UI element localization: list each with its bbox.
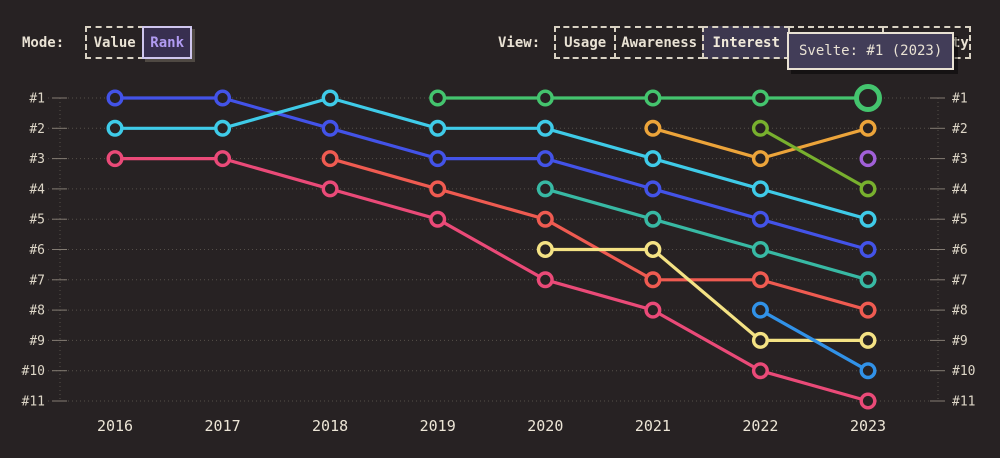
rank-label-left: #4	[29, 182, 45, 197]
Svelte-point-2019[interactable]	[429, 89, 447, 107]
Svelte-point-2023-hovered[interactable]	[854, 84, 882, 112]
rank-label-left: #7	[29, 273, 45, 288]
tooltip: Svelte: #1 (2023)	[787, 32, 955, 70]
pink-point-2022[interactable]	[751, 362, 769, 380]
cyan-line	[113, 96, 870, 221]
cyan-point-2022[interactable]	[751, 180, 769, 198]
view-control: View: UsageAwarenessInterestPositivity	[498, 26, 972, 59]
rank-label-right: #10	[952, 364, 975, 379]
purple-point-2023[interactable]	[859, 150, 877, 168]
Svelte-point-2022[interactable]	[751, 89, 769, 107]
teal-point-2022[interactable]	[751, 240, 769, 258]
blue-point-2021[interactable]	[644, 180, 662, 198]
year-label-2018: 2018	[312, 417, 348, 435]
yellow-point-2023[interactable]	[859, 331, 877, 349]
pink-point-2023[interactable]	[859, 392, 877, 410]
rank-label-right: #2	[952, 122, 968, 137]
rank-label-left: #9	[29, 334, 45, 349]
mode-options: Value Rank	[85, 26, 193, 59]
rank-label-left: #1	[29, 92, 45, 107]
year-label-2023: 2023	[850, 417, 886, 435]
pink-point-2018[interactable]	[321, 180, 339, 198]
cyan-point-2023[interactable]	[859, 210, 877, 228]
year-label-2017: 2017	[205, 417, 241, 435]
Svelte-point-2020[interactable]	[536, 89, 554, 107]
cyan-point-2020[interactable]	[536, 119, 554, 137]
azure-line	[758, 308, 870, 373]
azure-point-2023[interactable]	[859, 362, 877, 380]
pink-point-2021[interactable]	[644, 301, 662, 319]
rank-label-left: #6	[29, 243, 45, 258]
olive-point-2022[interactable]	[751, 119, 769, 137]
blue-point-2023[interactable]	[859, 240, 877, 258]
mode-option-rank[interactable]: Rank	[142, 26, 193, 59]
rank-label-left: #5	[29, 213, 45, 228]
blue-line	[113, 96, 870, 252]
mode-control: Mode: Value Rank	[22, 26, 193, 59]
olive-point-2023[interactable]	[859, 180, 877, 198]
year-label-2020: 2020	[527, 417, 563, 435]
rank-label-right: #6	[952, 243, 968, 258]
orange-point-2023[interactable]	[859, 119, 877, 137]
rank-label-right: #9	[952, 334, 968, 349]
view-option-interest[interactable]: Interest	[702, 26, 791, 59]
rank-label-right: #1	[952, 92, 968, 107]
blue-point-2017[interactable]	[214, 89, 232, 107]
rank-label-right: #5	[952, 213, 968, 228]
Svelte-point-2021[interactable]	[644, 89, 662, 107]
rank-label-right: #3	[952, 152, 968, 167]
rank-label-right: #7	[952, 273, 968, 288]
coral-point-2018[interactable]	[321, 150, 339, 168]
coral-point-2022[interactable]	[751, 271, 769, 289]
rank-label-left: #10	[22, 364, 45, 379]
year-label-2016: 2016	[97, 417, 133, 435]
blue-point-2019[interactable]	[429, 150, 447, 168]
rank-label-right: #4	[952, 182, 968, 197]
orange-point-2022[interactable]	[751, 150, 769, 168]
blue-point-2016[interactable]	[106, 89, 124, 107]
pink-point-2019[interactable]	[429, 210, 447, 228]
coral-point-2019[interactable]	[429, 180, 447, 198]
teal-point-2020[interactable]	[536, 180, 554, 198]
mode-label: Mode:	[22, 34, 65, 51]
teal-line	[543, 187, 870, 282]
pink-point-2020[interactable]	[536, 271, 554, 289]
cyan-point-2016[interactable]	[106, 119, 124, 137]
pink-line	[113, 157, 870, 403]
rank-label-left: #8	[29, 304, 45, 319]
rank-label-left: #2	[29, 122, 45, 137]
view-label: View:	[498, 34, 541, 51]
cyan-point-2018[interactable]	[321, 89, 339, 107]
rank-label-left: #11	[22, 395, 45, 410]
cyan-point-2019[interactable]	[429, 119, 447, 137]
pink-point-2016[interactable]	[106, 150, 124, 168]
coral-line	[328, 157, 870, 312]
rank-label-left: #3	[29, 152, 45, 167]
cyan-point-2017[interactable]	[214, 119, 232, 137]
rank-label-right: #8	[952, 304, 968, 319]
olive-line	[758, 126, 870, 191]
pink-point-2017[interactable]	[214, 150, 232, 168]
blue-point-2018[interactable]	[321, 119, 339, 137]
yellow-point-2022[interactable]	[751, 331, 769, 349]
yellow-point-2020[interactable]	[536, 240, 554, 258]
teal-point-2021[interactable]	[644, 210, 662, 228]
coral-point-2023[interactable]	[859, 301, 877, 319]
orange-point-2021[interactable]	[644, 119, 662, 137]
blue-point-2022[interactable]	[751, 210, 769, 228]
teal-point-2023[interactable]	[859, 271, 877, 289]
year-label-2021: 2021	[635, 417, 671, 435]
blue-point-2020[interactable]	[536, 150, 554, 168]
year-label-2019: 2019	[420, 417, 456, 435]
yellow-point-2021[interactable]	[644, 240, 662, 258]
coral-point-2021[interactable]	[644, 271, 662, 289]
view-options: UsageAwarenessInterestPositivity	[554, 26, 972, 59]
year-label-2022: 2022	[742, 417, 778, 435]
rank-label-right: #11	[952, 395, 975, 410]
cyan-point-2021[interactable]	[644, 150, 662, 168]
azure-point-2022[interactable]	[751, 301, 769, 319]
coral-point-2020[interactable]	[536, 210, 554, 228]
